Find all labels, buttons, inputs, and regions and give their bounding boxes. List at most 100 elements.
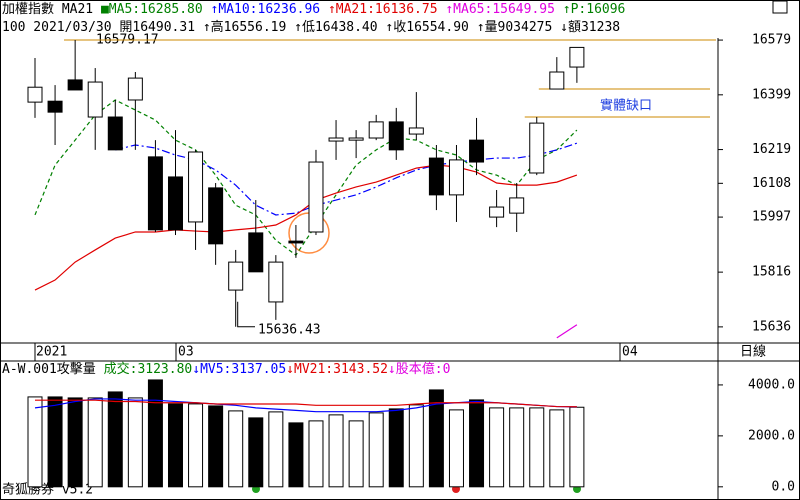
header-segment: ■MA5:16285.80: [101, 2, 211, 17]
candle-body: [288, 240, 304, 244]
header-segment: ↑收16554.90: [385, 20, 476, 35]
candle-body: [509, 197, 525, 214]
y-tick-label: 15816: [752, 265, 791, 280]
candle-body: [167, 176, 183, 231]
header-line: 加權指數 MA21 ■MA5:16285.80 ↑MA10:16236.96 ↑…: [2, 2, 625, 17]
menu-icon[interactable]: [772, 0, 788, 14]
candle-body: [308, 161, 324, 233]
volume-bar: [469, 399, 485, 488]
volume-bar: [529, 407, 545, 488]
candle-body: [428, 157, 444, 196]
ma-line: [34, 398, 577, 413]
volume-bar: [47, 396, 63, 488]
x-label: 04: [622, 345, 638, 360]
candle-body: [27, 86, 43, 103]
header-segment: ↓MV5:3137.05: [192, 362, 286, 377]
candle-body: [348, 137, 364, 141]
volume-bar: [248, 417, 264, 488]
volume-bar: [188, 403, 204, 488]
volume-bar: [489, 407, 505, 488]
candle-body: [87, 81, 103, 118]
volume-bar: [348, 420, 364, 488]
x-label: 03: [178, 345, 194, 360]
volume-bar: [107, 391, 123, 488]
header-segment: ↑P:16096: [563, 2, 626, 17]
candle-body: [208, 187, 224, 245]
volume-bar: [308, 420, 324, 488]
header-segment: A-W.001攻擊量: [2, 361, 104, 377]
ma-line: [34, 164, 578, 291]
y-tick-label: 15997: [752, 210, 791, 225]
candle-body: [188, 151, 204, 223]
volume-bar: [569, 406, 585, 488]
candle-body: [388, 121, 404, 151]
header-segment: 開16490.31: [119, 20, 202, 35]
candle-body: [569, 46, 585, 68]
header-segment: ↓MV21:3143.52: [286, 362, 388, 377]
candle-body: [469, 139, 485, 163]
candle-body: [147, 156, 163, 231]
header-segment: ↑MA21:16136.75: [328, 2, 445, 17]
candle-body: [127, 77, 143, 101]
y-tick-label: 15636: [752, 319, 791, 334]
candle-body: [228, 261, 244, 291]
header-segment: ↑MA10:16236.96: [211, 2, 328, 17]
volume-bar: [368, 412, 384, 488]
volume-bar: [408, 404, 424, 488]
volume-bar: [27, 396, 43, 488]
candle-body: [529, 122, 545, 174]
min-leader: [237, 301, 255, 328]
ma-line: [34, 99, 578, 256]
header-segment: 加權指數 MA21: [2, 2, 101, 17]
candle-body: [328, 137, 344, 142]
volume-bar: [428, 389, 444, 488]
y-tick-label: 0.0: [772, 479, 795, 494]
y-tick-label: 2000.0: [748, 428, 795, 443]
volume-bar: [208, 405, 224, 488]
volume-bar: [167, 403, 183, 488]
candle-body: [408, 127, 424, 135]
header-segment: ↑MA65:15649.95: [445, 2, 562, 17]
y-tick-label: 4000.0: [748, 377, 795, 392]
header-segment: ↑量9034275: [477, 20, 560, 35]
volume-bar: [268, 411, 284, 488]
header-segment: 100 2021/03/30: [2, 20, 119, 35]
candle-body: [489, 206, 505, 218]
volume-bar: [328, 414, 344, 488]
volume-bar: [147, 379, 163, 488]
candle-body: [248, 232, 264, 273]
y-tick-label: 16579: [752, 33, 791, 48]
y-tick-label: 16399: [752, 87, 791, 102]
y-tick-label: 16219: [752, 142, 791, 157]
header-segment: ↑高16556.19: [203, 19, 294, 35]
min-label: 15636.43: [258, 323, 321, 338]
period-label: 日線: [740, 344, 766, 360]
volume-bar: [87, 397, 103, 488]
header-segment: 成交:3123.80: [104, 361, 193, 377]
header-segment: ↑低16438.40: [294, 20, 385, 35]
ma-line: [35, 399, 577, 408]
header-line: 100 2021/03/30 開16490.31 ↑高16556.19 ↑低16…: [2, 19, 620, 35]
header-segment: ↓股本億:0: [388, 361, 450, 377]
candle-body: [549, 71, 565, 90]
y-tick-label: 16108: [752, 176, 791, 191]
candle-body: [67, 79, 83, 91]
volume-bar: [288, 422, 304, 488]
candle-body: [368, 121, 384, 139]
candle-body: [47, 100, 63, 113]
candle-body: [268, 261, 284, 303]
volume-bar: [228, 410, 244, 488]
volume-bar: [127, 397, 143, 488]
volume-bar: [509, 407, 525, 488]
volume-bar: [67, 397, 83, 488]
ma-line: [556, 324, 578, 339]
volume-bar: [549, 409, 565, 488]
header-line: A-W.001攻擊量 成交:3123.80↓MV5:3137.05↓MV21:3…: [2, 361, 450, 377]
x-label: 2021: [36, 345, 67, 360]
gap-label: 實體缺口: [600, 98, 652, 114]
candle-body: [448, 159, 464, 196]
volume-bar: [388, 408, 404, 488]
candle-body: [107, 116, 123, 151]
